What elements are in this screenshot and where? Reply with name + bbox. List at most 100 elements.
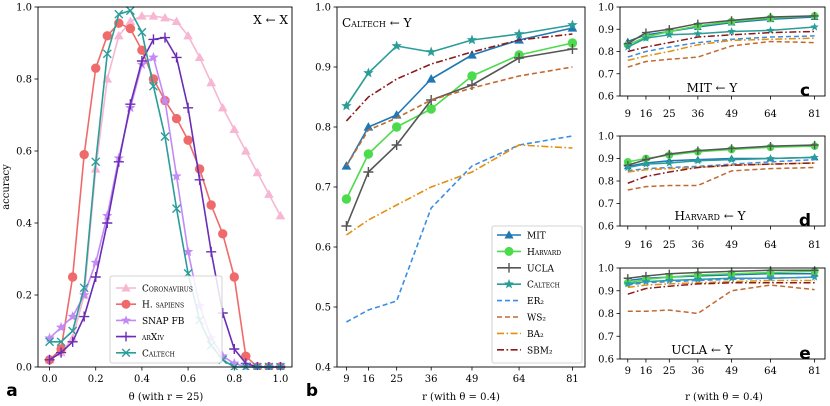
- data-point-coronavirus: [206, 77, 217, 87]
- plot-frame: [619, 6, 826, 97]
- series-group: [623, 11, 819, 68]
- y-tick-label: 1.0: [16, 3, 32, 14]
- series-line-ws: [627, 284, 815, 315]
- series-line-ws: [345, 66, 573, 167]
- x-tick-label: 49: [725, 109, 738, 120]
- data-point-ucla: [810, 11, 819, 20]
- data-point-ucla: [727, 144, 736, 153]
- x-tick-label: 36: [691, 240, 704, 251]
- data-point-coronavirus: [183, 30, 193, 40]
- data-point-ucla: [665, 149, 674, 159]
- x-tick-label: 25: [663, 109, 676, 120]
- data-point-caltech: [513, 28, 525, 39]
- y-tick-label: 0.9: [315, 63, 331, 74]
- data-point-harvard: [363, 149, 374, 159]
- legend-label: WS₂: [527, 314, 546, 324]
- panel-annotation: X ← X: [253, 13, 288, 27]
- data-point-arxiv: [171, 52, 182, 63]
- y-tick-label: 0.6: [16, 147, 32, 158]
- y-tick-label: 0.5: [315, 303, 331, 314]
- legend-label: Harvard: [527, 248, 561, 258]
- x-tick-label: 0.0: [42, 374, 58, 385]
- legend-label: BA₂: [527, 330, 544, 340]
- data-point-ucla: [426, 94, 437, 106]
- data-point-ucla: [810, 140, 819, 150]
- data-point-caltech: [363, 67, 374, 78]
- legend-marker-caltech: [121, 348, 131, 358]
- legend-label: SNAP FB: [142, 317, 185, 327]
- y-tick-label: 1.0: [315, 3, 331, 14]
- data-point-ucla: [567, 43, 578, 55]
- x-tick-label: 81: [808, 109, 821, 120]
- data-point-ucla: [514, 52, 525, 64]
- data-point-ucla: [391, 139, 402, 151]
- data-point-arxiv: [102, 217, 113, 229]
- plot-frame: [619, 135, 826, 227]
- data-point-h-sapiens: [79, 149, 89, 160]
- data-point-caltech: [693, 156, 703, 165]
- x-tick-label: 64: [764, 366, 777, 377]
- data-point-snap-fb: [44, 332, 55, 343]
- data-point-h-sapiens: [229, 272, 239, 282]
- data-point-caltech: [425, 46, 437, 57]
- series-group: [623, 140, 819, 191]
- data-point-caltech: [56, 337, 66, 347]
- panel-label: a: [6, 381, 17, 401]
- y-tick-label: 0.7: [598, 332, 614, 343]
- y-tick-label: 0.8: [16, 75, 32, 86]
- x-tick-label: 81: [566, 374, 579, 385]
- data-point-caltech: [665, 158, 674, 167]
- data-point-h-sapiens: [218, 229, 228, 239]
- data-point-coronavirus: [252, 167, 263, 177]
- x-tick-label: 1.0: [273, 374, 289, 385]
- data-point-coronavirus: [217, 102, 228, 112]
- data-point-snap-fb: [217, 350, 228, 361]
- data-point-caltech: [160, 132, 170, 142]
- y-axis-label: accuracy: [1, 164, 12, 210]
- panel-d: 9 16 25 36 49 64 81 0.6 0.7 0.8 0.9 1.0 Harvard ← Y d: [598, 132, 826, 251]
- series-line-er: [627, 158, 815, 172]
- x-tick-label: 16: [640, 109, 653, 120]
- data-point-arxiv: [136, 55, 147, 67]
- series-line-sbm: [627, 162, 815, 184]
- data-point-coronavirus: [148, 11, 159, 20]
- data-point-caltech: [641, 33, 651, 42]
- data-point-coronavirus: [137, 11, 147, 20]
- data-point-arxiv: [113, 156, 124, 167]
- data-point-snap-fb: [148, 51, 159, 62]
- data-point-ucla: [766, 12, 775, 22]
- data-point-caltech: [623, 279, 632, 288]
- data-point-ucla: [341, 220, 352, 232]
- data-point-h-sapiens: [91, 63, 101, 73]
- legend-box: [491, 225, 583, 364]
- series-line-sbm: [627, 282, 815, 295]
- data-point-arxiv: [229, 343, 240, 355]
- data-point-caltech: [810, 152, 819, 161]
- data-point-caltech: [727, 273, 736, 282]
- data-point-ucla: [693, 19, 702, 28]
- data-point-coronavirus: [229, 124, 240, 134]
- y-tick-label: 0.9: [598, 25, 614, 36]
- data-point-caltech: [665, 276, 674, 285]
- data-point-mit: [467, 50, 477, 59]
- data-point-snap-fb: [90, 257, 101, 268]
- x-axis-label: θ (with r = 25): [129, 392, 204, 403]
- data-point-h-sapiens: [171, 113, 182, 124]
- data-point-arxiv: [90, 271, 101, 283]
- y-tick-label: 1.0: [598, 132, 614, 143]
- data-point-caltech: [810, 272, 819, 281]
- data-point-caltech: [810, 22, 819, 31]
- y-tick-label: 0.7: [315, 183, 331, 194]
- data-point-arxiv: [148, 34, 159, 45]
- data-point-caltech: [137, 27, 147, 37]
- data-point-caltech: [623, 42, 632, 51]
- x-tick-label: 9: [625, 109, 631, 120]
- x-tick-label: 16: [362, 374, 375, 385]
- data-point-caltech: [341, 100, 352, 111]
- x-tick-label: 25: [663, 366, 676, 377]
- data-point-arxiv: [183, 102, 194, 113]
- data-point-snap-fb: [171, 170, 182, 181]
- panel-annotation: MIT ← Y: [687, 81, 739, 95]
- y-tick-label: 0.4: [315, 363, 331, 374]
